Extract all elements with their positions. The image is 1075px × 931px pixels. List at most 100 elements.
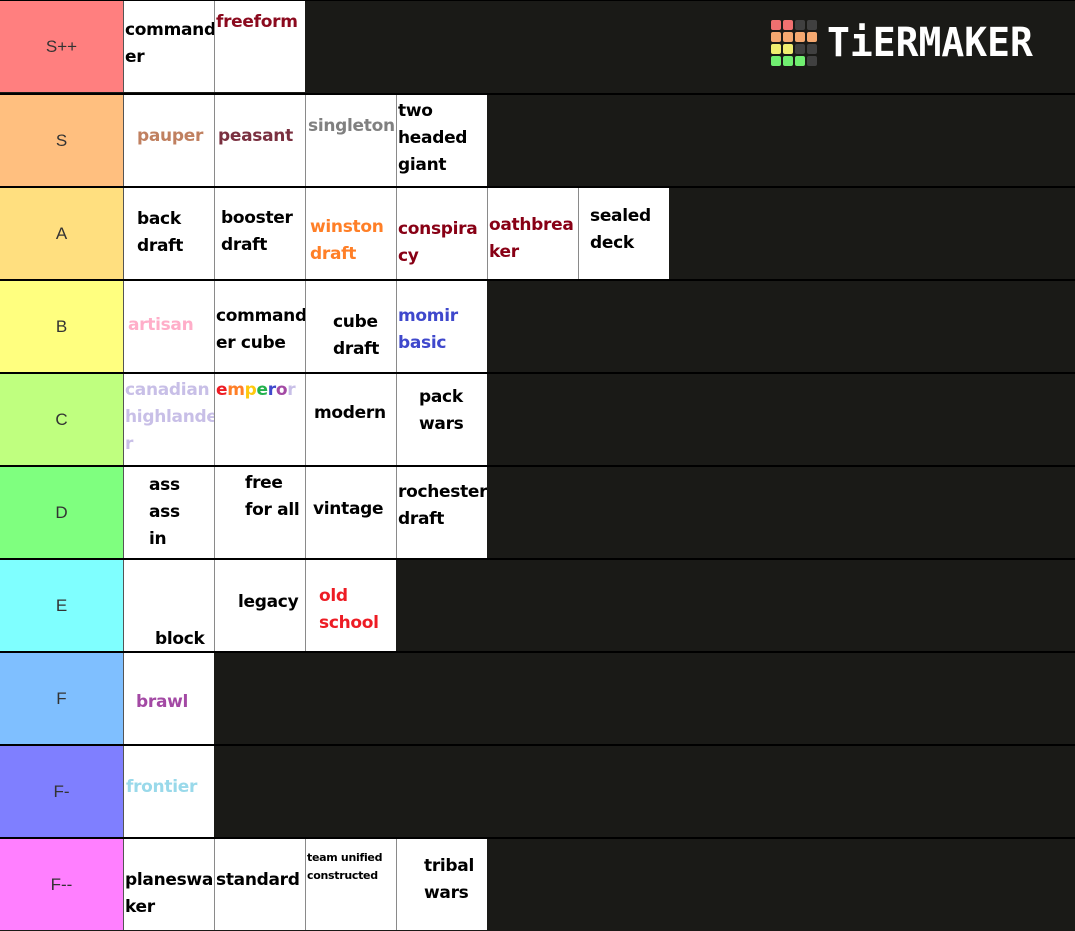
tier-label[interactable]: B	[0, 281, 124, 372]
rainbow-letter: r	[267, 380, 276, 400]
tier-label[interactable]: F-	[0, 746, 124, 837]
tier-item-label: back draft	[137, 209, 184, 256]
tier-item-card[interactable]: back draft	[124, 188, 215, 279]
tier-items: planeswal ker standard team unified constr…	[124, 839, 487, 930]
rainbow-letter: e	[256, 380, 269, 400]
tier-item-card[interactable]: rochester draft	[397, 467, 487, 558]
tier-row: F-frontier	[0, 744, 1075, 837]
logo-square	[783, 32, 793, 42]
tiermaker-logo-icon	[771, 20, 817, 66]
tier-item-label: momir basic	[398, 306, 458, 353]
tier-item-card[interactable]: two headed giant	[397, 95, 487, 186]
tier-item-card[interactable]: vintage	[306, 467, 397, 558]
tier-item-card[interactable]: singleton	[306, 95, 397, 186]
tier-item-card[interactable]: cube draft	[306, 281, 397, 372]
tier-item-card[interactable]: conspira cy	[397, 188, 488, 279]
logo-square	[771, 44, 781, 54]
tier-label[interactable]: C	[0, 374, 124, 465]
tier-item-label: old school	[319, 586, 379, 633]
tier-item-card[interactable]: modern	[306, 374, 397, 465]
logo-square	[795, 32, 805, 42]
tier-items: command er freeform	[124, 1, 305, 92]
tier-item-card[interactable]: block	[124, 560, 215, 651]
tier-item-card[interactable]: old school	[306, 560, 396, 651]
tier-item-card[interactable]: command er cube	[215, 281, 306, 372]
logo-square	[771, 32, 781, 42]
tier-item-card[interactable]: free for all	[215, 467, 306, 558]
rainbow-letter: m	[227, 380, 245, 400]
logo-square	[795, 20, 805, 30]
tier-item-label: block	[155, 629, 205, 649]
tier-item-label: tribal wars	[424, 856, 475, 903]
tier-label[interactable]: S	[0, 95, 124, 186]
tier-item-card[interactable]: frontier	[124, 746, 214, 837]
logo-square	[783, 56, 793, 66]
tier-item-label: modern	[314, 403, 386, 423]
tier-item-card[interactable]: oathbrea ker	[488, 188, 579, 279]
rainbow-letter: p	[244, 380, 257, 400]
tier-item-card[interactable]: pack wars	[397, 374, 487, 465]
tier-item-label: artisan	[128, 315, 194, 335]
tier-items: ass ass in free for all vintage rochester d…	[124, 467, 487, 558]
logo-square	[783, 44, 793, 54]
tier-item-label: standard	[216, 870, 300, 890]
tier-item-label: conspira cy	[398, 219, 478, 266]
tier-item-label: peasant	[218, 126, 293, 146]
tier-items: back draft booster draft winston draft cons…	[124, 188, 669, 279]
tier-item-label: legacy	[238, 592, 299, 612]
tier-items: pauper peasant singleton two headed giant	[124, 95, 487, 186]
tier-label[interactable]: A	[0, 188, 124, 279]
tier-item-label: two headed giant	[398, 101, 468, 175]
tier-label[interactable]: F	[0, 653, 124, 744]
tier-label[interactable]: D	[0, 467, 124, 558]
tier-item-label: pauper	[137, 126, 204, 146]
tiermaker-logo-text: TiERMAKER	[827, 20, 1033, 66]
tier-item-card[interactable]: booster draft	[215, 188, 306, 279]
tier-items: block legacy old school	[124, 560, 396, 651]
tier-item-label: free for all	[245, 473, 300, 520]
logo-square	[807, 56, 817, 66]
tier-item-card[interactable]: tribal wars	[397, 839, 487, 930]
tier-item-card[interactable]: artisan	[124, 281, 215, 372]
tier-row: F-- planeswal ker standard team unified con…	[0, 837, 1075, 930]
tier-item-label: cube draft	[333, 312, 380, 359]
tier-item-card[interactable]: ass ass in	[124, 467, 215, 558]
tier-item-label: vintage	[313, 499, 384, 519]
logo-square	[807, 44, 817, 54]
tier-item-label: freeform	[216, 12, 298, 32]
tier-item-card[interactable]: peasant	[215, 95, 306, 186]
rainbow-letter: e	[216, 380, 228, 400]
tier-item-card[interactable]: command er	[124, 1, 215, 92]
tier-item-label: oathbrea ker	[489, 215, 574, 262]
tier-item-card[interactable]: sealed deck	[579, 188, 669, 279]
tier-label[interactable]: F--	[0, 839, 124, 930]
tier-label[interactable]: S++	[0, 1, 124, 92]
tier-items: canadian highlande r emperor modern pack wa…	[124, 374, 487, 465]
tier-item-label: pack wars	[419, 387, 464, 434]
tier-item-card[interactable]: standard	[215, 839, 306, 930]
tier-item-label: command er cube	[216, 306, 306, 353]
tier-item-card[interactable]: emperor	[215, 374, 306, 465]
tier-item-card[interactable]: legacy	[215, 560, 306, 651]
tier-item-label: planeswal ker	[125, 870, 215, 917]
logo-square	[771, 56, 781, 66]
tier-item-card[interactable]: pauper	[124, 95, 215, 186]
tier-item-label: brawl	[136, 692, 189, 712]
tier-item-card[interactable]: planeswal ker	[124, 839, 215, 930]
tier-item-card[interactable]: freeform	[215, 1, 305, 92]
tier-item-card[interactable]: team unified constructed	[306, 839, 397, 930]
tier-item-card[interactable]: canadian highlande r	[124, 374, 215, 465]
tier-item-card[interactable]: brawl	[124, 653, 214, 744]
tier-item-card[interactable]: momir basic	[397, 281, 487, 372]
tier-item-label: sealed deck	[590, 206, 651, 253]
tier-item-label: command er	[125, 20, 215, 67]
logo-square	[795, 56, 805, 66]
tier-item-card[interactable]: winston draft	[306, 188, 397, 279]
tier-label[interactable]: E	[0, 560, 124, 651]
